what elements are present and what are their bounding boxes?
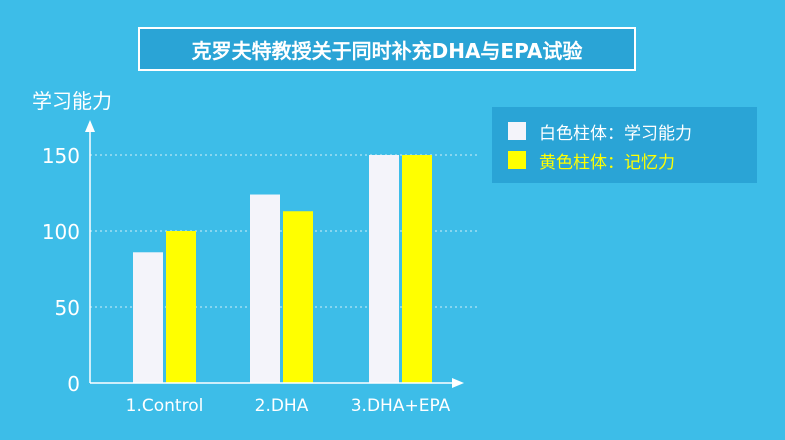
x-tick-label: 1.Control (126, 396, 204, 416)
y-axis-arrow (85, 120, 95, 132)
x-tick-label: 2.DHA (255, 396, 309, 416)
legend-label-memory: 黄色柱体：记忆力 (539, 152, 675, 173)
y-axis-label: 学习能力 (32, 89, 112, 113)
bars (133, 155, 432, 383)
axes (85, 120, 464, 388)
bar-memory (166, 231, 196, 383)
legend-swatch-yellow (508, 151, 526, 169)
bar-memory (402, 155, 432, 383)
legend-label-learning: 白色柱体：学习能力 (539, 123, 692, 144)
bar-learning (369, 155, 399, 383)
x-axis-arrow (452, 378, 464, 388)
bar-learning (133, 252, 163, 383)
x-tick-labels: 1.Control 2.DHA 3.DHA+EPA (126, 396, 451, 416)
y-tick-label: 100 (42, 220, 80, 244)
y-tick-label: 50 (55, 296, 80, 320)
legend-item-learning: 白色柱体：学习能力 (508, 121, 692, 144)
chart-title-box: 克罗夫特教授关于同时补充DHA与EPA试验 (138, 27, 636, 71)
bar-learning (250, 194, 280, 383)
bar-memory (283, 211, 313, 383)
legend-item-memory: 黄色柱体：记忆力 (508, 150, 675, 173)
y-tick-label: 0 (67, 372, 80, 396)
chart-title: 克罗夫特教授关于同时补充DHA与EPA试验 (191, 38, 583, 63)
x-tick-label: 3.DHA+EPA (351, 396, 451, 416)
y-tick-labels: 0 50 100 150 (42, 144, 80, 396)
legend: 白色柱体：学习能力 黄色柱体：记忆力 (492, 107, 757, 183)
y-tick-label: 150 (42, 144, 80, 168)
legend-swatch-white (508, 122, 526, 140)
